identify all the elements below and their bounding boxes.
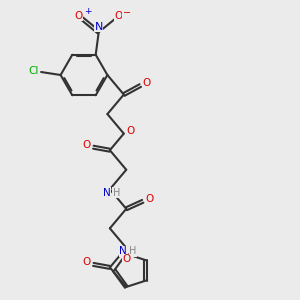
Text: N: N: [103, 188, 111, 198]
Text: O: O: [74, 11, 83, 21]
Text: O: O: [123, 254, 131, 264]
Text: N: N: [94, 22, 103, 32]
Text: O: O: [82, 257, 91, 267]
Text: O: O: [126, 126, 134, 136]
Text: O: O: [145, 194, 154, 204]
Text: −: −: [122, 8, 131, 18]
Text: H: H: [129, 247, 137, 256]
Text: +: +: [84, 7, 92, 16]
Text: O: O: [115, 11, 123, 21]
Text: O: O: [143, 78, 151, 88]
Text: N: N: [119, 247, 127, 256]
Text: H: H: [113, 188, 120, 198]
Text: Cl: Cl: [28, 65, 39, 76]
Text: O: O: [82, 140, 91, 150]
